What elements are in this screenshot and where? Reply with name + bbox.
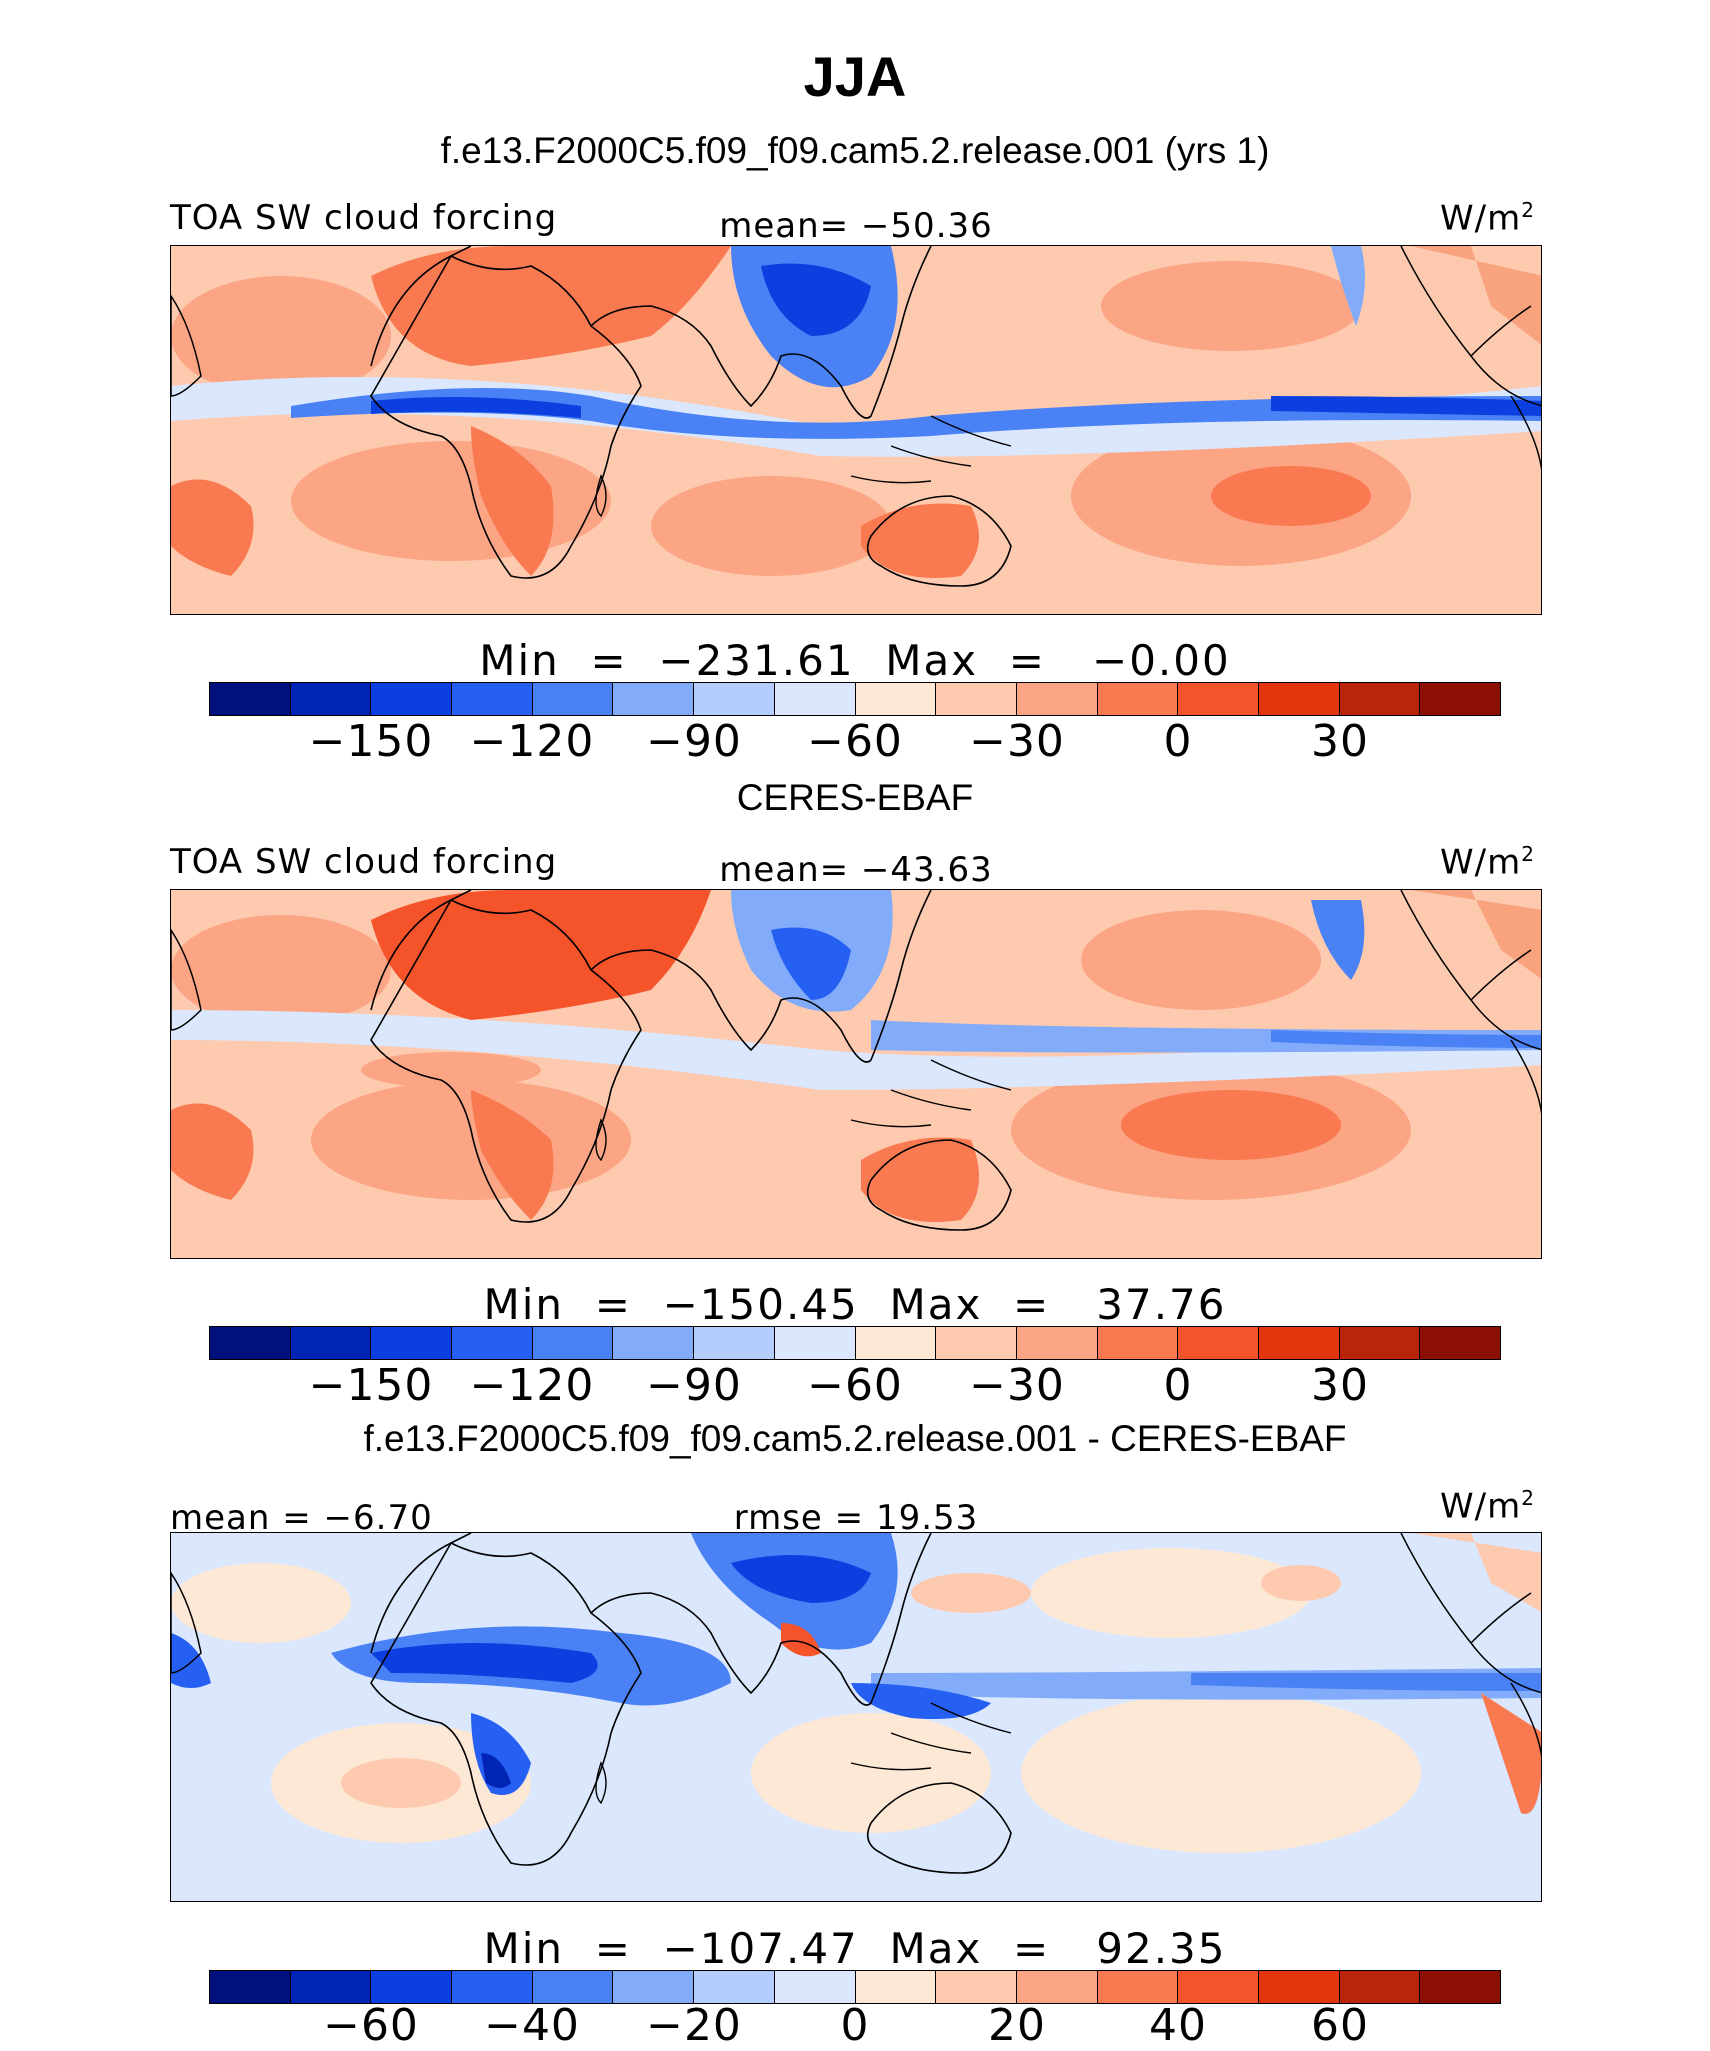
colorbar-swatch bbox=[532, 683, 614, 715]
panel-1-colorbar bbox=[209, 682, 1501, 716]
colorbar-tick-label: −150 bbox=[308, 1360, 434, 1411]
colorbar-swatch bbox=[290, 1971, 372, 2003]
colorbar-swatch bbox=[371, 1971, 453, 2003]
panel-2-min-max: Min = −150.45 Max = 37.76 bbox=[483, 1280, 1227, 1329]
colorbar-tick-label: −150 bbox=[308, 716, 434, 767]
colorbar-swatch bbox=[290, 1327, 372, 1359]
colorbar-swatch bbox=[936, 1327, 1017, 1359]
colorbar-swatch bbox=[1097, 1971, 1179, 2003]
colorbar-tick-label: 0 bbox=[1163, 1360, 1193, 1411]
colorbar-tick-label: 60 bbox=[1311, 2000, 1369, 2051]
panel-2-variable-label: TOA SW cloud forcing bbox=[170, 842, 558, 882]
panel-3-min-max: Min = −107.47 Max = 92.35 bbox=[483, 1924, 1227, 1973]
panel-1-variable-label: TOA SW cloud forcing bbox=[170, 198, 558, 238]
colorbar-swatch bbox=[855, 1971, 937, 2003]
colorbar-swatch bbox=[1420, 683, 1500, 715]
colorbar-tick-label: 0 bbox=[840, 2000, 870, 2051]
colorbar-swatch bbox=[1097, 683, 1179, 715]
colorbar-swatch bbox=[532, 1971, 614, 2003]
colorbar-swatch bbox=[1420, 1971, 1500, 2003]
colorbar-tick-label: −90 bbox=[646, 1360, 742, 1411]
colorbar-swatch bbox=[694, 1327, 775, 1359]
panel-3-colorbar-ticks: −60 −40 −20 0 20 40 60 bbox=[209, 2000, 1501, 2051]
panel-3-case-title: f.e13.F2000C5.f09_f09.cam5.2.release.001… bbox=[363, 1418, 1347, 1459]
panel-1-colorbar-ticks: −150 −120 −90 −60 −30 0 30 bbox=[209, 716, 1501, 767]
colorbar-swatch bbox=[613, 1327, 695, 1359]
colorbar-swatch bbox=[1178, 1971, 1259, 2003]
panel-1-units: W/m2 bbox=[1440, 198, 1535, 239]
colorbar-swatch bbox=[855, 683, 937, 715]
colorbar-swatch bbox=[452, 1327, 533, 1359]
colorbar-swatch bbox=[1258, 1971, 1340, 2003]
colorbar-swatch bbox=[210, 1327, 291, 1359]
panel-1-map bbox=[170, 245, 1542, 615]
panel-3-map bbox=[170, 1532, 1542, 1902]
colorbar-tick-label: 40 bbox=[1149, 2000, 1207, 2051]
panel-3-mean-label: mean = −6.70 bbox=[170, 1498, 433, 1538]
panel-2-units: W/m2 bbox=[1440, 842, 1535, 883]
colorbar-tick-label: 30 bbox=[1311, 1360, 1369, 1411]
colorbar-swatch bbox=[1016, 1327, 1098, 1359]
panel-1-map-svg bbox=[171, 246, 1541, 614]
colorbar-swatch bbox=[855, 1327, 937, 1359]
colorbar-swatch bbox=[1258, 1327, 1340, 1359]
colorbar-tick-label: −20 bbox=[646, 2000, 742, 2051]
colorbar-swatch bbox=[1097, 1327, 1179, 1359]
colorbar-swatch bbox=[1178, 1327, 1259, 1359]
colorbar-swatch bbox=[1178, 683, 1259, 715]
colorbar-tick-label: −60 bbox=[807, 1360, 903, 1411]
panel-2-case-title: CERES-EBAF bbox=[736, 777, 974, 818]
colorbar-swatch bbox=[774, 1327, 856, 1359]
colorbar-tick-label: −40 bbox=[484, 2000, 580, 2051]
panel-3-map-svg bbox=[171, 1533, 1541, 1901]
colorbar-swatch bbox=[371, 1327, 453, 1359]
colorbar-swatch bbox=[936, 683, 1017, 715]
colorbar-swatch bbox=[1420, 1327, 1500, 1359]
colorbar-swatch bbox=[613, 683, 695, 715]
colorbar-swatch bbox=[774, 683, 856, 715]
colorbar-tick-label: −120 bbox=[469, 1360, 595, 1411]
panel-2-colorbar bbox=[209, 1326, 1501, 1360]
colorbar-tick-label: −60 bbox=[807, 716, 903, 767]
panel-2-mean-label: mean= −43.63 bbox=[719, 850, 993, 890]
colorbar-swatch bbox=[1339, 1971, 1421, 2003]
colorbar-tick-label: 20 bbox=[988, 2000, 1046, 2051]
colorbar-swatch bbox=[1339, 683, 1421, 715]
panel-2-colorbar-ticks: −150 −120 −90 −60 −30 0 30 bbox=[209, 1360, 1501, 1411]
panel-2-map bbox=[170, 889, 1542, 1259]
colorbar-swatch bbox=[936, 1971, 1017, 2003]
colorbar-swatch bbox=[1016, 683, 1098, 715]
panel-1-case-title: f.e13.F2000C5.f09_f09.cam5.2.release.001… bbox=[440, 130, 1270, 171]
panel-3-rmse-label: rmse = 19.53 bbox=[733, 1498, 979, 1538]
colorbar-swatch bbox=[774, 1971, 856, 2003]
panel-3-units: W/m2 bbox=[1440, 1486, 1535, 1527]
colorbar-tick-label: −120 bbox=[469, 716, 595, 767]
colorbar-tick-label: −90 bbox=[646, 716, 742, 767]
panel-1-min-max: Min = −231.61 Max = −0.00 bbox=[479, 636, 1231, 685]
colorbar-swatch bbox=[694, 683, 775, 715]
panel-3-colorbar bbox=[209, 1970, 1501, 2004]
colorbar-swatch bbox=[452, 683, 533, 715]
colorbar-swatch bbox=[452, 1971, 533, 2003]
colorbar-swatch bbox=[210, 1971, 291, 2003]
colorbar-tick-label: −30 bbox=[969, 716, 1065, 767]
panel-2-map-svg bbox=[171, 890, 1541, 1258]
colorbar-tick-label: −30 bbox=[969, 1360, 1065, 1411]
colorbar-swatch bbox=[1258, 683, 1340, 715]
colorbar-swatch bbox=[1016, 1971, 1098, 2003]
colorbar-swatch bbox=[694, 1971, 775, 2003]
panel-1-mean-label: mean= −50.36 bbox=[719, 206, 993, 246]
colorbar-swatch bbox=[1339, 1327, 1421, 1359]
colorbar-swatch bbox=[290, 683, 372, 715]
colorbar-swatch bbox=[371, 683, 453, 715]
colorbar-tick-label: 30 bbox=[1311, 716, 1369, 767]
colorbar-swatch bbox=[210, 683, 291, 715]
colorbar-swatch bbox=[613, 1971, 695, 2003]
colorbar-swatch bbox=[532, 1327, 614, 1359]
colorbar-tick-label: −60 bbox=[323, 2000, 419, 2051]
figure-title: JJA bbox=[803, 45, 907, 108]
colorbar-tick-label: 0 bbox=[1163, 716, 1193, 767]
